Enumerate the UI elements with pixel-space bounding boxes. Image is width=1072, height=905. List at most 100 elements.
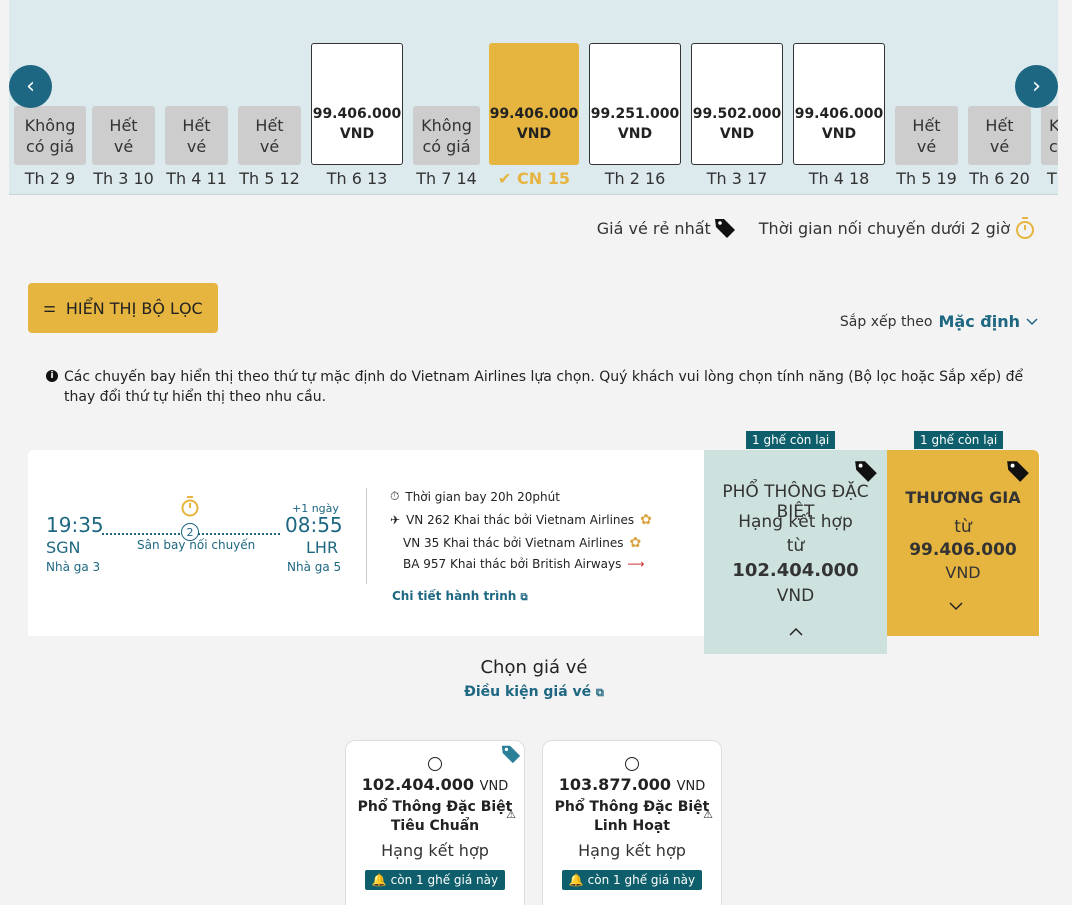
chevron-right-icon: › bbox=[1032, 74, 1041, 99]
day-status: Hết vé bbox=[895, 106, 958, 165]
seat-availability-badge: 🔔 còn 1 ghế giá này bbox=[561, 870, 703, 890]
day-price: 99.502.000 VND bbox=[691, 43, 783, 165]
fare-price: 102.404.000 VND bbox=[361, 775, 509, 794]
legend-cheapest: Giá vé rẻ nhất bbox=[597, 216, 737, 240]
day-status: Hết vé bbox=[968, 106, 1031, 165]
day-item[interactable]: 99.502.000 VND Th 3 17 bbox=[691, 0, 783, 194]
arrive-terminal: Nhà ga 5 bbox=[287, 560, 342, 574]
segment-3: BA 957 Khai thác bởi British Airways ⟶ bbox=[403, 557, 645, 571]
day-label: Th 6 13 bbox=[326, 169, 388, 188]
depart-time: 19:35 bbox=[46, 513, 104, 537]
day-item[interactable]: Hết vé Th 6 20 bbox=[968, 0, 1031, 194]
price-tag-icon bbox=[1007, 461, 1029, 482]
bell-icon: 🔔 bbox=[568, 873, 584, 887]
fare-radio[interactable] bbox=[428, 757, 442, 771]
seat-availability-badge: 🔔 còn 1 ghế giá này bbox=[364, 870, 506, 890]
bell-icon: 🔔 bbox=[371, 873, 387, 887]
day-price: 99.251.000 VND bbox=[589, 43, 681, 165]
price-tag-icon bbox=[855, 461, 877, 482]
day-item[interactable]: Hết vé Th 3 10 bbox=[92, 0, 155, 194]
plane-icon: ✈ bbox=[390, 513, 401, 527]
segment-2: VN 35 Khai thác bởi Vietnam Airlines ✿ bbox=[403, 535, 642, 551]
date-strip: Không có giá Th 2 9 Hết vé Th 3 10 Hết vé T… bbox=[9, 0, 1058, 195]
day-item[interactable]: Hết vé Th 4 11 bbox=[165, 0, 228, 194]
chevron-down-icon bbox=[949, 602, 963, 611]
day-label: Th 7 14 bbox=[416, 169, 477, 188]
day-item[interactable]: 99.251.000 VND Th 2 16 bbox=[589, 0, 681, 194]
fare-option-card[interactable]: 102.404.000 VND Phổ Thông Đặc Biệt Tiêu C… bbox=[345, 740, 525, 905]
day-item[interactable]: Không có giá Th 2 9 bbox=[14, 0, 86, 194]
itinerary-details-link[interactable]: Chi tiết hành trình ⧉ bbox=[392, 589, 528, 603]
divider bbox=[366, 488, 367, 584]
fare-price: 103.877.000 VND bbox=[558, 775, 706, 794]
day-status: Hết vé bbox=[165, 106, 228, 165]
external-link-icon: ⧉ bbox=[596, 686, 604, 699]
arrive-airport: LHR bbox=[306, 538, 339, 557]
day-status: Hết vé bbox=[92, 106, 155, 165]
day-label: Th 6 20 bbox=[969, 169, 1030, 188]
day-item[interactable]: Kc Th bbox=[1041, 0, 1058, 194]
depart-airport: SGN bbox=[46, 538, 81, 557]
fare-class: Hạng kết hợp bbox=[381, 841, 489, 860]
business-column[interactable]: THƯƠNG GIA từ 99.406.000 VND bbox=[887, 450, 1039, 636]
connection-label: Sân bay nối chuyến bbox=[137, 538, 256, 552]
stopwatch-icon bbox=[1016, 217, 1034, 239]
chevron-up-icon bbox=[789, 627, 803, 636]
fare-radio[interactable] bbox=[625, 757, 639, 771]
legend: Giá vé rẻ nhất Thời gian nối chuyến dưới… bbox=[597, 216, 1036, 240]
external-link-icon: ⧉ bbox=[520, 592, 528, 603]
choose-fare-title: Chọn giá vé bbox=[480, 657, 588, 678]
fare-conditions-link[interactable]: Điều kiện giá vé ⧉ bbox=[464, 684, 604, 700]
info-icon: i bbox=[46, 370, 58, 382]
seats-left-badge: 1 ghế còn lại bbox=[746, 431, 836, 449]
day-status: Không có giá bbox=[413, 106, 480, 165]
next-day-note: +1 ngày bbox=[292, 502, 339, 515]
price-tag-icon bbox=[714, 219, 735, 238]
fare-class: Hạng kết hợp bbox=[578, 841, 686, 860]
day-item-selected[interactable]: 99.406.000 VND ✔ CN 15 bbox=[489, 0, 579, 194]
day-item[interactable]: Hết vé Th 5 12 bbox=[238, 0, 301, 194]
warning-icon: ⚠ bbox=[506, 808, 516, 821]
fare-name: Phổ Thông Đặc Biệt Linh Hoạt bbox=[554, 799, 710, 834]
seats-left-badge: 1 ghế còn lại bbox=[914, 431, 1004, 449]
info-notice: i Các chuyến bay hiển thị theo thứ tự mặ… bbox=[46, 367, 1026, 407]
day-label: ✔ CN 15 bbox=[498, 169, 570, 188]
day-label: Th 5 19 bbox=[896, 169, 957, 188]
next-dates-button[interactable]: › bbox=[1015, 65, 1058, 108]
segment-1: ✈ VN 262 Khai thác bởi Vietnam Airlines ✿ bbox=[390, 512, 652, 528]
day-item[interactable]: 99.406.000 VND Th 6 13 bbox=[311, 0, 403, 194]
fare-option-card[interactable]: 103.877.000 VND Phổ Thông Đặc Biệt Linh H… bbox=[542, 740, 722, 905]
arrive-time: 08:55 bbox=[285, 513, 343, 537]
day-label: Th 3 17 bbox=[706, 169, 768, 188]
premium-economy-column[interactable]: PHỔ THÔNG ĐẶC BIỆT Hạng kết hợp từ 102.4… bbox=[704, 450, 887, 654]
day-item[interactable]: Hết vé Th 5 19 bbox=[895, 0, 958, 194]
legend-connection: Thời gian nối chuyến dưới 2 giờ bbox=[759, 216, 1036, 240]
depart-terminal: Nhà ga 3 bbox=[46, 560, 101, 574]
day-price: 99.406.000 VND bbox=[489, 43, 579, 165]
filter-icon: ⚌ bbox=[43, 300, 56, 316]
day-price: 99.406.000 VND bbox=[793, 43, 885, 165]
day-item[interactable]: 99.406.000 VND Th 4 18 bbox=[793, 0, 885, 194]
day-label: Th bbox=[1047, 169, 1058, 188]
day-status: Kc bbox=[1041, 106, 1058, 165]
clock-icon: ⏱ bbox=[390, 489, 400, 503]
british-airways-logo-icon: ⟶ bbox=[627, 557, 645, 571]
vietnam-airlines-logo-icon: ✿ bbox=[640, 512, 652, 528]
prev-dates-button[interactable]: ‹ bbox=[9, 65, 52, 108]
day-label: Th 3 10 bbox=[93, 169, 154, 188]
day-label: Th 4 11 bbox=[166, 169, 227, 188]
business-price: 99.406.000 bbox=[909, 540, 1017, 560]
day-label: Th 2 9 bbox=[24, 169, 76, 188]
day-label: Th 2 16 bbox=[604, 169, 666, 188]
day-label: Th 4 18 bbox=[808, 169, 870, 188]
premium-economy-price: 102.404.000 bbox=[732, 560, 859, 581]
day-status: Hết vé bbox=[238, 106, 301, 165]
warning-icon: ⚠ bbox=[703, 808, 713, 821]
day-item[interactable]: Không có giá Th 7 14 bbox=[413, 0, 480, 194]
day-status: Không có giá bbox=[14, 106, 86, 165]
sort-dropdown[interactable]: Sắp xếp theo Mặc định bbox=[840, 312, 1038, 331]
vietnam-airlines-logo-icon: ✿ bbox=[629, 535, 642, 551]
chevron-left-icon: ‹ bbox=[26, 74, 35, 99]
check-circle-icon: ✔ bbox=[498, 169, 512, 188]
show-filter-button[interactable]: ⚌ HIỂN THỊ BỘ LỌC bbox=[28, 283, 218, 333]
